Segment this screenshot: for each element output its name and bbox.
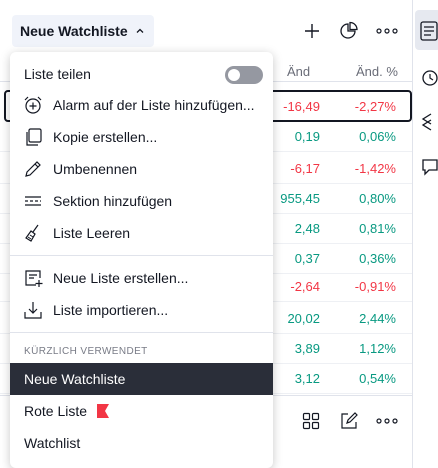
alarm-clock-plus-icon (22, 94, 44, 116)
import-icon (22, 299, 44, 321)
row-change: -6,17 (290, 161, 320, 176)
menu-item-copy[interactable]: Kopie erstellen... (10, 121, 273, 153)
edit-icon[interactable] (338, 410, 360, 432)
right-sidebar (412, 0, 438, 468)
menu-item-label: Alarm auf der Liste hinzufügen... (53, 97, 255, 113)
row-change: 3,12 (294, 371, 320, 386)
menu-item-label: Kopie erstellen... (53, 129, 158, 145)
alarm-clock-icon[interactable] (419, 66, 438, 88)
menu-item-label: Liste importieren... (53, 302, 169, 318)
row-change-percent: 0,80% (359, 191, 396, 206)
row-change: 955,45 (280, 191, 320, 206)
menu-item-import-list[interactable]: Liste importieren... (10, 294, 273, 326)
row-change-percent: 0,06% (359, 129, 396, 144)
chevron-up-icon (136, 28, 144, 33)
watchlist-title: Neue Watchliste (20, 23, 128, 39)
row-change-percent: 0,36% (359, 251, 396, 266)
row-change: -16,49 (283, 99, 320, 114)
menu-item-new-list[interactable]: Neue Liste erstellen... (10, 262, 273, 294)
layers-icon[interactable] (419, 110, 438, 132)
broom-icon (22, 222, 44, 244)
menu-item-label: Liste Leeren (53, 225, 131, 241)
more-dots-icon[interactable] (376, 20, 398, 42)
row-change-percent: 1,12% (359, 341, 396, 356)
menu-item-clear-list[interactable]: Liste Leeren (10, 217, 273, 249)
watchlist-dropdown-menu: Liste teilen Alarm auf der Liste hinzufü… (10, 52, 273, 468)
share-list-item[interactable]: Liste teilen (10, 58, 273, 90)
plus-icon[interactable] (301, 20, 323, 42)
row-change-percent: 2,44% (359, 311, 396, 326)
share-list-label: Liste teilen (24, 66, 91, 82)
menu-divider (10, 332, 273, 333)
menu-item-label: Sektion hinzufügen (53, 193, 173, 209)
grid-icon[interactable] (300, 410, 322, 432)
column-change[interactable]: Änd (287, 64, 311, 79)
recent-item-label: Rote Liste (24, 403, 88, 419)
row-change-percent: 0,81% (359, 221, 396, 236)
menu-item-add-section[interactable]: Sektion hinzufügen (10, 185, 273, 217)
row-change-percent: -1,42% (354, 161, 396, 176)
recent-item-label: Watchlist (24, 435, 81, 451)
menu-item-label: Umbenennen (53, 161, 138, 177)
share-list-toggle[interactable] (225, 66, 263, 84)
recent-section-header: KÜRZLICH VERWENDET (24, 346, 148, 357)
row-change: 3,89 (294, 341, 320, 356)
red-flag-icon (96, 404, 109, 418)
row-change: 0,37 (294, 251, 320, 266)
watchlist-header: Neue Watchliste (0, 0, 412, 58)
column-change-percent[interactable]: Änd. % (356, 64, 398, 79)
row-change: 2,48 (294, 221, 320, 236)
row-change: 20,02 (287, 311, 320, 326)
copy-icon (22, 126, 44, 148)
pie-chart-icon[interactable] (338, 20, 360, 42)
row-change: 0,19 (294, 129, 320, 144)
panel-more-dots-icon[interactable] (376, 410, 398, 432)
menu-item-add-alert[interactable]: Alarm auf der Liste hinzufügen... (10, 89, 273, 121)
recent-item-watchlist[interactable]: Watchlist (10, 427, 273, 459)
recent-item-rote-liste[interactable]: Rote Liste (10, 395, 273, 427)
row-change-percent: 0,54% (359, 371, 396, 386)
row-change-percent: -0,91% (354, 279, 396, 294)
chat-icon[interactable] (419, 156, 438, 178)
watchlist-title-button[interactable]: Neue Watchliste (12, 15, 154, 47)
menu-divider (10, 255, 273, 256)
menu-item-rename[interactable]: Umbenennen (10, 153, 273, 185)
watchlist-icon[interactable] (419, 20, 438, 42)
recent-item-label: Neue Watchliste (24, 371, 126, 387)
recent-item-label-wrap: Rote Liste (24, 403, 109, 419)
new-list-icon (22, 267, 44, 289)
menu-item-label: Neue Liste erstellen... (53, 270, 189, 286)
section-icon (22, 190, 44, 212)
recent-item-neue-watchliste[interactable]: Neue Watchliste (10, 363, 273, 395)
pencil-icon (22, 158, 44, 180)
row-change: -2,64 (290, 279, 320, 294)
toggle-knob (228, 69, 240, 81)
row-change-percent: -2,27% (354, 99, 396, 114)
